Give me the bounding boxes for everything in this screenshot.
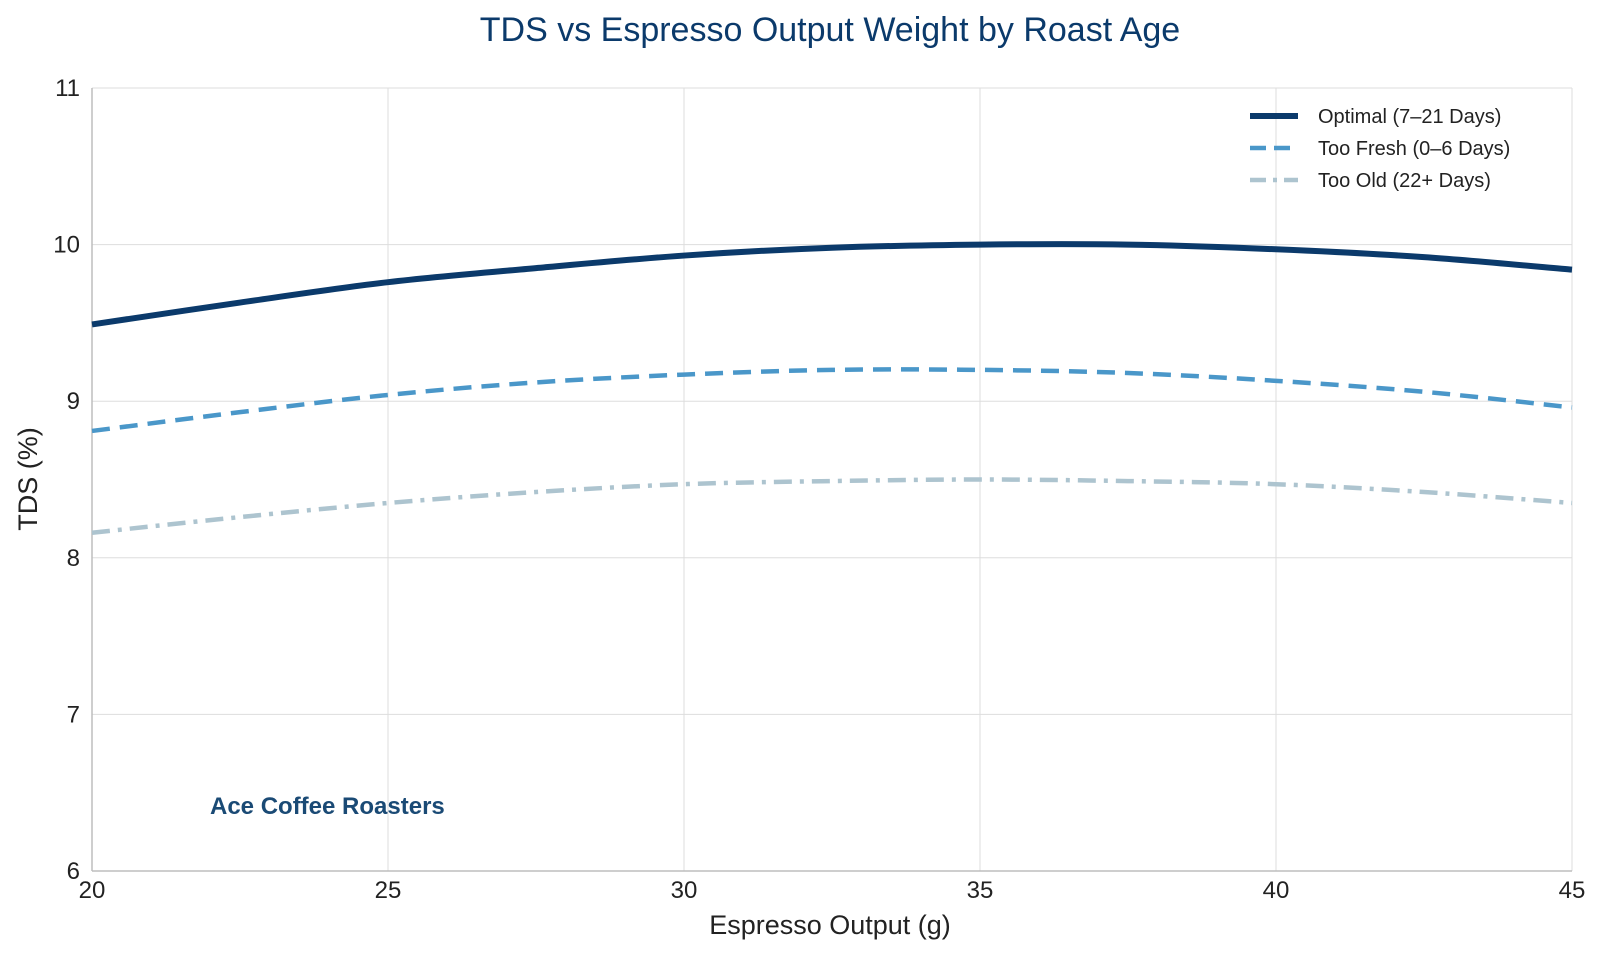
brand-annotation: Ace Coffee Roasters	[210, 793, 445, 820]
legend-label-3: Too Old (22+ Days)	[1318, 170, 1491, 192]
x-tick-label: 25	[375, 877, 402, 904]
legend-label-1: Optimal (7–21 Days)	[1318, 106, 1501, 128]
chart-title: TDS vs Espresso Output Weight by Roast A…	[480, 11, 1180, 49]
grid	[91, 87, 1573, 872]
axes	[91, 88, 1572, 872]
y-tick-label: 6	[67, 858, 80, 885]
y-tick-label: 9	[67, 388, 80, 415]
x-tick-label: 20	[79, 877, 106, 904]
legend-label-2: Too Fresh (0–6 Days)	[1318, 138, 1510, 160]
x-tick-label: 35	[967, 877, 994, 904]
series-line-3	[91, 477, 1573, 535]
y-tick-labels: 6 7 8 9 10 11	[53, 75, 80, 885]
series-line-2	[91, 367, 1573, 434]
y-tick-label: 7	[67, 701, 80, 728]
y-tick-label: 10	[53, 232, 80, 259]
y-tick-label: 8	[67, 545, 80, 572]
x-axis-label: Espresso Output (g)	[709, 910, 951, 940]
y-tick-label: 11	[55, 75, 80, 102]
y-axis-label: TDS (%)	[13, 427, 43, 531]
series-layer	[91, 241, 1573, 535]
x-tick-label: 40	[1263, 877, 1290, 904]
x-tick-label: 30	[671, 877, 698, 904]
legend: Optimal (7–21 Days) Too Fresh (0–6 Days) T…	[1250, 106, 1510, 192]
x-tick-label: 45	[1559, 877, 1586, 904]
x-tick-labels: 20 25 30 35 40 45	[79, 877, 1586, 904]
series-line-1	[91, 241, 1573, 328]
